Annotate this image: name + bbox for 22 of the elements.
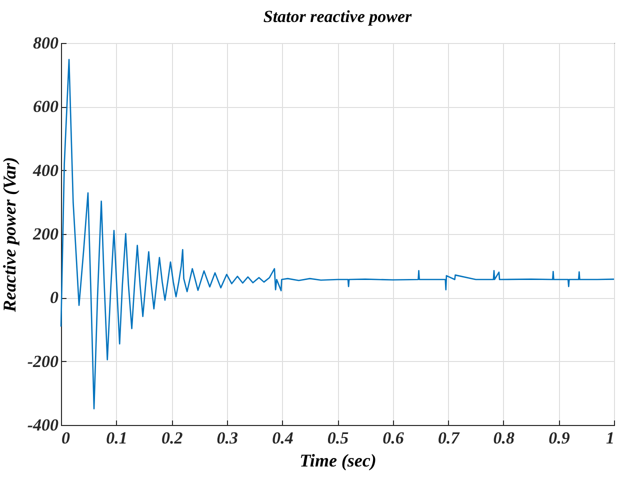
y-tick-label: -200	[27, 352, 59, 371]
y-tick-label: 800	[33, 34, 59, 52]
x-tick-label: 0.3	[216, 428, 239, 448]
y-tick-label: 400	[32, 160, 59, 180]
x-tick-label: 0.5	[327, 428, 350, 448]
line-series	[60, 58, 615, 410]
y-tick-label: -400	[27, 416, 59, 434]
x-axis-title: Time (sec)	[300, 450, 376, 470]
y-tick-label: 600	[33, 97, 59, 116]
x-tick-label: 0.4	[272, 428, 294, 448]
chart-title: Stator reactive power	[263, 7, 412, 26]
x-tick-label: 0.2	[161, 428, 184, 448]
x-tick-label: 0	[62, 428, 70, 448]
y-tick-label: 200	[32, 224, 59, 244]
x-tick-label: 0.8	[493, 428, 516, 448]
x-tick-label: 0.1	[106, 428, 128, 448]
x-tick-label: 1	[606, 428, 614, 448]
x-tick-label: 0.6	[382, 428, 404, 448]
y-axis-title: Reactive power (Var)	[0, 157, 20, 313]
x-tick-label: 0.7	[438, 428, 461, 448]
y-tick-label: 0	[50, 288, 59, 308]
x-tick-label: 0.9	[548, 428, 570, 448]
